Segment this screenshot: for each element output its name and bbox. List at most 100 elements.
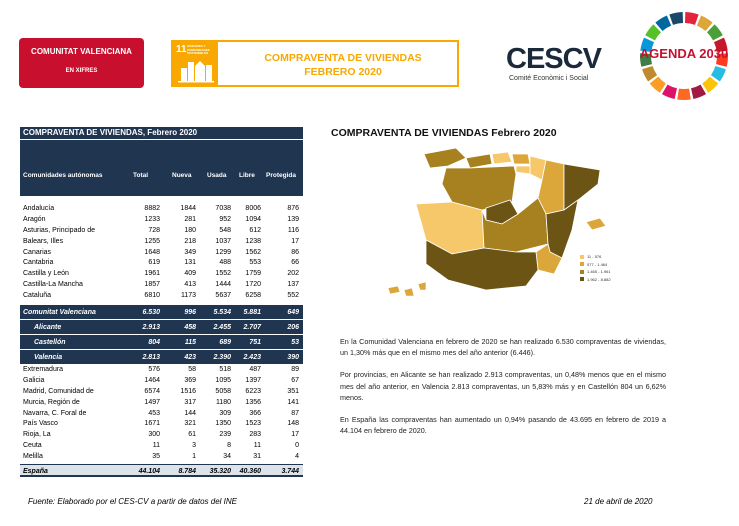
table-cell: 131 bbox=[184, 259, 196, 267]
table-cell: 115 bbox=[184, 339, 196, 347]
region-canarias bbox=[387, 281, 427, 297]
table-cell: Madrid, Comunidad de bbox=[23, 387, 94, 395]
sdg-wheel-segment bbox=[669, 12, 684, 25]
header-nueva: Nueva bbox=[172, 172, 192, 179]
table-cell: 1037 bbox=[215, 237, 231, 245]
table-cell: 996 bbox=[184, 309, 196, 317]
table-cell: 1759 bbox=[245, 270, 261, 278]
table-cell: 317 bbox=[184, 398, 196, 406]
table-cell: 283 bbox=[249, 431, 261, 439]
table-cell: 1671 bbox=[144, 420, 160, 428]
table-cell: 458 bbox=[184, 324, 196, 332]
table-row: Valencia 2.813 423 2.390 2.423 390 bbox=[20, 350, 303, 366]
legend-swatch bbox=[580, 277, 584, 282]
table-cell: 6574 bbox=[144, 387, 160, 395]
table-cell: 2.913 bbox=[142, 324, 160, 332]
table-cell: Melilla bbox=[23, 453, 43, 461]
table-cell: 239 bbox=[219, 431, 231, 439]
table-cell: 804 bbox=[148, 339, 160, 347]
table-cell: 1516 bbox=[180, 387, 196, 395]
map-title: COMPRAVENTA DE VIVIENDAS Febrero 2020 bbox=[331, 127, 557, 139]
table-cell: 351 bbox=[287, 387, 299, 395]
sdg-wheel-icon bbox=[640, 12, 728, 100]
sdg-wheel-segment bbox=[661, 84, 677, 99]
table-cell: 6810 bbox=[144, 292, 160, 300]
table-cell: 0 bbox=[295, 442, 299, 450]
table-cell: 8 bbox=[227, 442, 231, 450]
table-cell: 35.320 bbox=[209, 468, 231, 476]
legend-swatch bbox=[580, 254, 584, 259]
table-row: Melilla 35 1 34 31 4 bbox=[20, 452, 303, 463]
legend-label: 11 - 576 bbox=[587, 254, 602, 260]
sdg-wheel-segment bbox=[684, 12, 699, 25]
legend-item: 1.465 - 1.961 bbox=[580, 268, 611, 276]
document-title-line1: COMPRAVENTA DE VIVIENDAS bbox=[264, 52, 422, 64]
source-note: Fuente: Elaborado por el CES-CV a partir… bbox=[28, 497, 237, 506]
ods-number: 11 bbox=[176, 44, 187, 55]
table-cell: 2.423 bbox=[243, 354, 261, 362]
table-cell: 751 bbox=[249, 339, 261, 347]
spain-map bbox=[387, 147, 607, 297]
cescv-logo-text: CESCV bbox=[506, 44, 616, 74]
table-cell: 8006 bbox=[245, 205, 261, 212]
cv-title: COMUNITAT VALENCIANA bbox=[31, 47, 132, 56]
table-row: País Vasco 1671 321 1350 1523 148 bbox=[20, 419, 303, 430]
sdg-wheel-segment bbox=[715, 53, 728, 67]
table-cell: 8882 bbox=[144, 205, 160, 212]
table-cell: 1552 bbox=[215, 270, 231, 278]
table-cell: 300 bbox=[148, 431, 160, 439]
table-row-total: España 44.104 8.784 35.320 40.360 3.744 bbox=[20, 464, 303, 478]
table-cell: 180 bbox=[184, 226, 196, 234]
table-cell: Extremadura bbox=[23, 366, 64, 374]
table-cell: 1844 bbox=[180, 205, 196, 212]
sdg-wheel-segment bbox=[642, 65, 658, 82]
table-cell: 349 bbox=[184, 248, 196, 256]
table-cell: 1180 bbox=[215, 398, 231, 406]
table-cell: Asturias, Principado de bbox=[23, 226, 95, 234]
table-row: Galicia 1464 369 1095 1397 67 bbox=[20, 376, 303, 387]
document-title-line2: FEBRERO 2020 bbox=[304, 66, 382, 78]
header-total: Total bbox=[133, 172, 149, 179]
table-cell: 1961 bbox=[144, 270, 160, 278]
table-cell: 728 bbox=[148, 226, 160, 234]
table-cell: 518 bbox=[219, 366, 231, 374]
table-cell: 6.530 bbox=[142, 309, 160, 317]
table-cell: 139 bbox=[287, 215, 299, 223]
table-body-a: Andalucía 8882 1844 7038 8006 876 Aragón 1233 28… bbox=[20, 204, 303, 302]
table-row: Aragón 1233 281 952 1094 139 bbox=[20, 215, 303, 226]
region-pais-vasco bbox=[511, 153, 531, 165]
table-title: COMPRAVENTA DE VIVIENDAS, Febrero 2020 bbox=[20, 127, 303, 139]
table-cell: 321 bbox=[184, 420, 196, 428]
table-cell: 1173 bbox=[180, 292, 196, 300]
table-cell: 689 bbox=[219, 339, 231, 347]
legend-item: 577 - 1.464 bbox=[580, 261, 611, 269]
table-cell: Galicia bbox=[23, 376, 45, 384]
table-cell: 67 bbox=[291, 376, 299, 384]
table-cell: Cantabria bbox=[23, 259, 54, 267]
legend-label: 1.465 - 1.961 bbox=[587, 269, 611, 275]
table-cell: Aragón bbox=[23, 215, 46, 223]
table-cell: Castilla y León bbox=[23, 270, 69, 278]
table-row: Comunitat Valenciana 6.530 996 5.534 5.881 64… bbox=[20, 305, 303, 321]
table-cell: 1720 bbox=[245, 281, 261, 289]
document-title: COMPRAVENTA DE VIVIENDAS FEBRERO 2020 bbox=[233, 51, 453, 79]
header-region: Comunidades autónomas bbox=[23, 172, 103, 179]
table-cell: 87 bbox=[291, 409, 299, 417]
table-cell: 1299 bbox=[215, 248, 231, 256]
table-row: Castilla y León 1961 409 1552 1759 202 bbox=[20, 269, 303, 280]
table-cell: España bbox=[23, 468, 48, 476]
region-castilla-leon bbox=[441, 165, 517, 211]
table-cell: 2.455 bbox=[213, 324, 231, 332]
sdg-wheel-segment bbox=[655, 15, 672, 31]
sdg-wheel-segment bbox=[649, 76, 666, 93]
region-andalucia bbox=[425, 239, 539, 291]
ods-11-icon: 11 CIUDADES Y COMUNIDADES SOSTENIBLES bbox=[173, 42, 218, 85]
table-cell: 553 bbox=[249, 259, 261, 267]
table-header: Comunidades autónomas Total Nueva Usada … bbox=[20, 139, 303, 196]
table-cell: 141 bbox=[287, 398, 299, 406]
table-cell: Alicante bbox=[34, 324, 62, 332]
table-cell: 612 bbox=[249, 226, 261, 234]
summary-text: En la Comunidad Valenciana en febrero de… bbox=[340, 336, 666, 447]
header-usada: Usada bbox=[207, 172, 227, 179]
legend-swatch bbox=[580, 262, 584, 267]
